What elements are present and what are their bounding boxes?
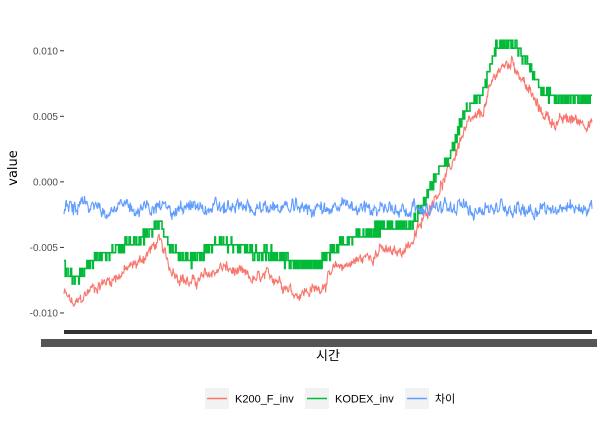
legend-label: 차이 — [435, 393, 455, 406]
y-tick-label: -0.010 — [30, 308, 59, 319]
y-tick-label: -0.005 — [30, 243, 59, 254]
series-line-0 — [63, 55, 593, 307]
x-axis-line — [64, 330, 592, 334]
y-tick-label: 0.005 — [33, 112, 58, 123]
x-axis-title: 시간 — [316, 349, 340, 364]
y-tick-label: 0.000 — [33, 177, 58, 188]
series-line-2 — [63, 195, 593, 222]
series-line-1 — [64, 39, 592, 285]
y-axis: -0.010 -0.005 0.000 0.005 0.010 value — [6, 46, 64, 319]
legend-label: K200_F_inv — [235, 394, 294, 406]
legend-label: KODEX_inv — [335, 394, 394, 406]
y-tick-label: 0.010 — [33, 46, 58, 57]
legend: K200_F_inv KODEX_inv 차이 — [205, 388, 455, 409]
y-tick-layer: -0.010 -0.005 0.000 0.005 0.010 — [30, 46, 64, 319]
x-axis: 시간 — [41, 330, 597, 364]
x-tick-labels-overplotted — [41, 339, 597, 347]
plot-panel — [63, 39, 593, 307]
series-layer — [63, 39, 593, 307]
y-axis-title: value — [6, 150, 21, 186]
